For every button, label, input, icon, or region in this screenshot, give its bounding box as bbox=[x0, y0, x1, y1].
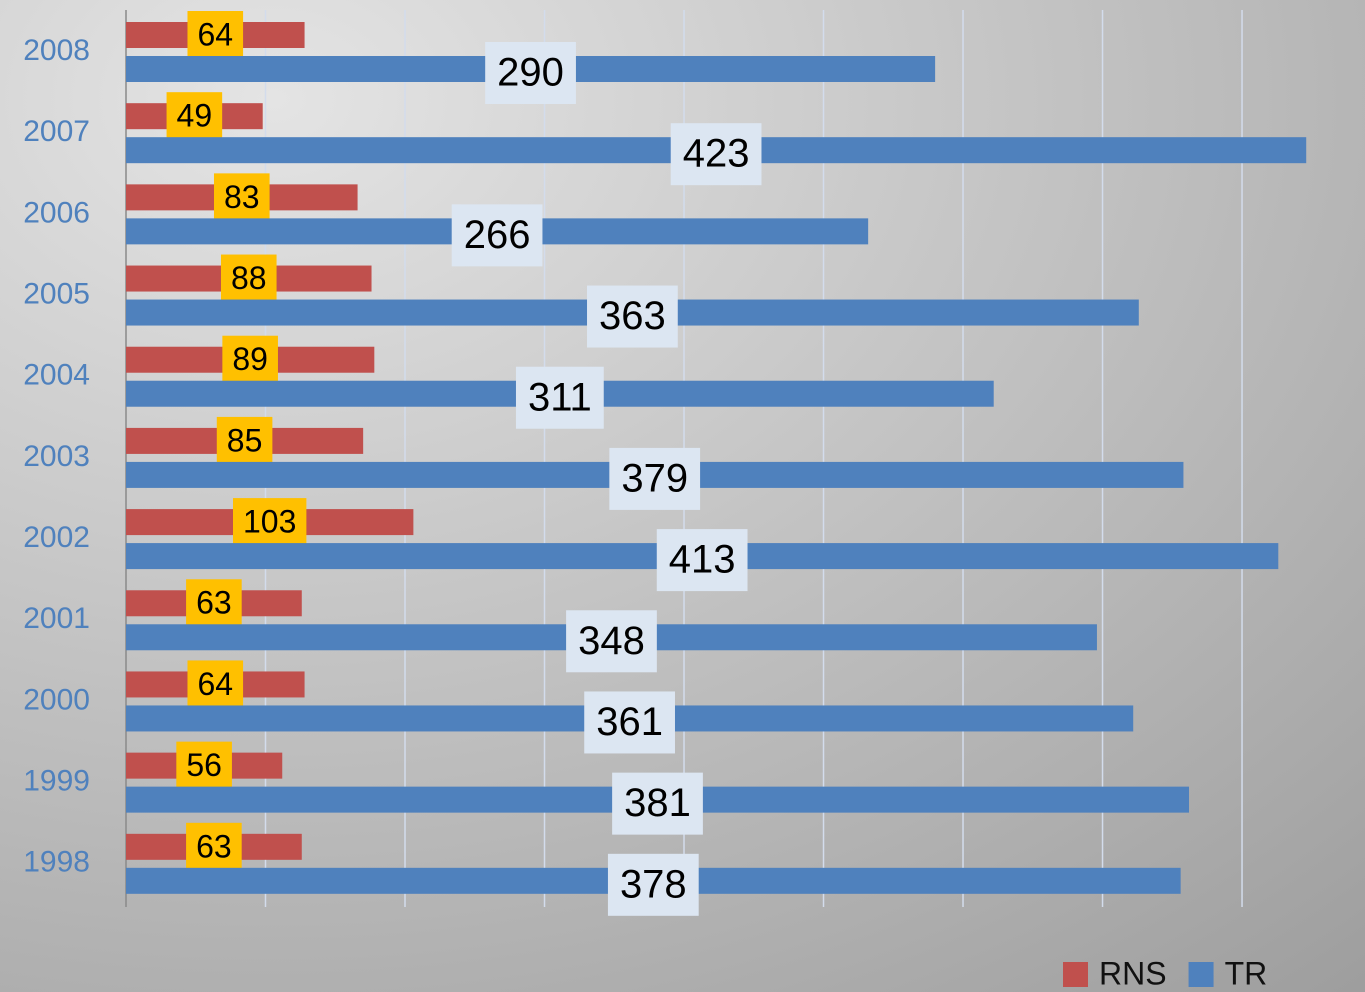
y-tick-label: 2002 bbox=[23, 521, 90, 554]
legend-swatch bbox=[1063, 962, 1088, 987]
data-label: 88 bbox=[231, 260, 267, 296]
label-box bbox=[515, 366, 604, 429]
y-tick-label: 1999 bbox=[23, 765, 90, 798]
y-tick-label: 2007 bbox=[23, 115, 90, 148]
label-box bbox=[607, 853, 699, 916]
label-box bbox=[587, 285, 678, 348]
y-tick-label: 2006 bbox=[23, 196, 90, 229]
data-label: 423 bbox=[683, 132, 750, 176]
data-label: 361 bbox=[596, 700, 663, 744]
label-box bbox=[176, 741, 232, 790]
data-label: 379 bbox=[621, 456, 688, 500]
legend-swatch bbox=[1188, 962, 1214, 987]
data-label: 83 bbox=[224, 179, 260, 215]
data-label: 49 bbox=[177, 98, 213, 134]
label-box bbox=[612, 772, 703, 835]
y-tick-label: 2000 bbox=[23, 683, 90, 716]
label-box bbox=[584, 691, 675, 754]
legend-label: RNS bbox=[1099, 955, 1167, 991]
label-box bbox=[485, 42, 576, 104]
legend-label: TR bbox=[1225, 955, 1268, 991]
label-box bbox=[220, 254, 277, 303]
label-box bbox=[186, 822, 242, 871]
label-box bbox=[186, 579, 242, 628]
y-tick-label: 2004 bbox=[23, 359, 90, 392]
label-box bbox=[222, 335, 278, 384]
data-label: 378 bbox=[620, 862, 687, 906]
label-box bbox=[187, 660, 244, 709]
data-label: 63 bbox=[196, 828, 232, 864]
label-box bbox=[656, 529, 748, 592]
label-box bbox=[566, 610, 657, 673]
y-tick-label: 2005 bbox=[23, 277, 90, 310]
label-box bbox=[670, 123, 762, 186]
data-label: 381 bbox=[624, 781, 691, 825]
label-box bbox=[187, 11, 244, 59]
data-label: 266 bbox=[464, 213, 531, 257]
y-tick-label: 2003 bbox=[23, 440, 90, 473]
y-tick-label: 2008 bbox=[23, 34, 90, 67]
data-label: 103 bbox=[243, 504, 296, 540]
data-label: 89 bbox=[232, 341, 268, 377]
label-box bbox=[216, 416, 273, 465]
label-box bbox=[232, 498, 307, 547]
data-label: 63 bbox=[196, 585, 232, 621]
data-label: 56 bbox=[186, 747, 222, 783]
data-label: 413 bbox=[669, 538, 736, 582]
label-box bbox=[213, 173, 270, 222]
label-box bbox=[609, 447, 701, 510]
y-tick-label: 1998 bbox=[23, 846, 90, 879]
data-label: 64 bbox=[197, 666, 233, 702]
data-label: 363 bbox=[599, 294, 666, 338]
data-label: 311 bbox=[528, 375, 592, 419]
y-tick-label: 2001 bbox=[23, 602, 90, 635]
data-label: 85 bbox=[227, 422, 263, 458]
data-label: 290 bbox=[497, 51, 564, 95]
data-label: 64 bbox=[197, 16, 233, 52]
data-label: 348 bbox=[578, 619, 645, 663]
label-box bbox=[166, 92, 223, 141]
label-box bbox=[451, 204, 543, 267]
